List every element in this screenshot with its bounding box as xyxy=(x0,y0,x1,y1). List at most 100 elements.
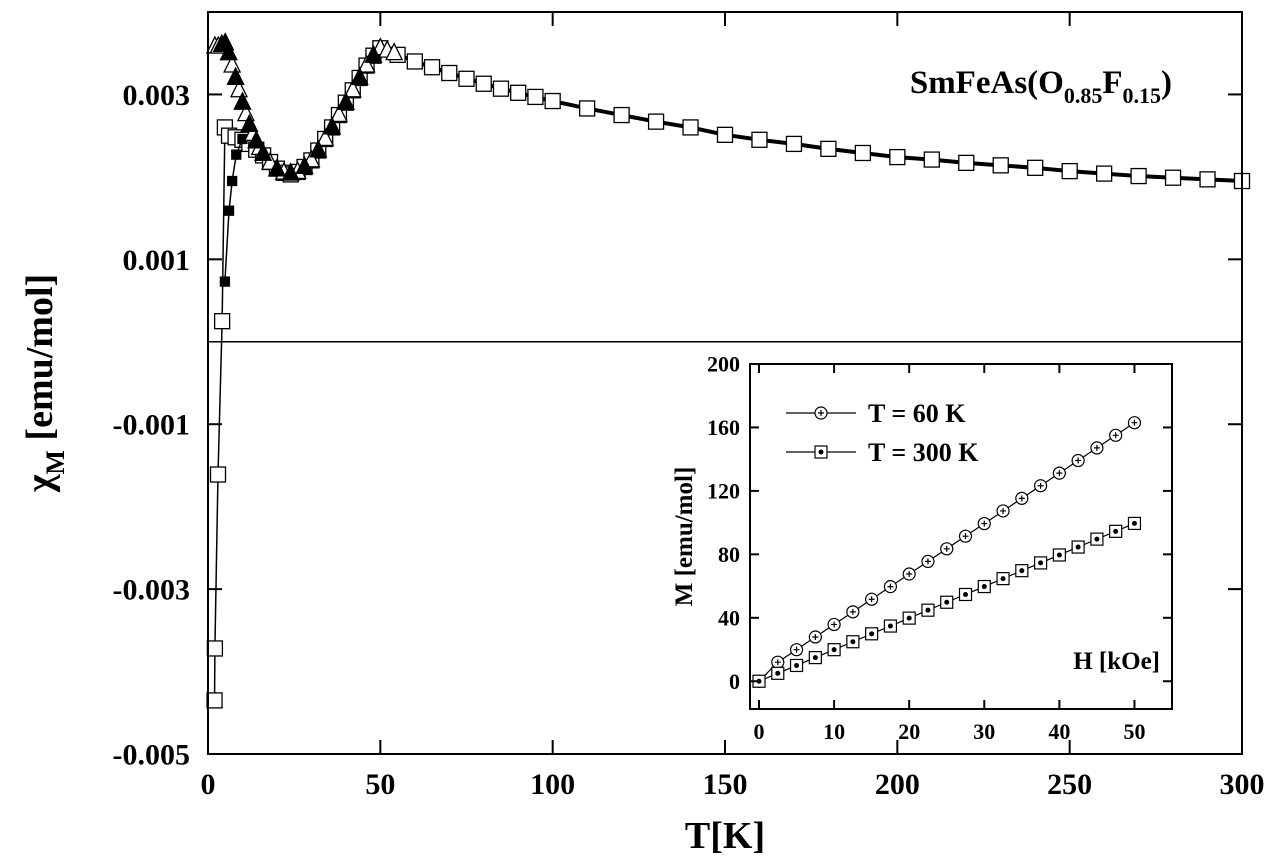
marker-shape xyxy=(357,54,376,73)
marker xyxy=(1199,171,1216,188)
x-tick-label: 50 xyxy=(365,768,395,801)
legend-label: T = 60 K xyxy=(868,399,966,428)
marker xyxy=(219,276,231,287)
marker xyxy=(406,53,423,70)
marker xyxy=(364,44,383,63)
marker-shape xyxy=(992,157,1009,174)
marker xyxy=(996,504,1010,518)
marker xyxy=(923,151,940,168)
marker xyxy=(789,643,804,657)
marker-shape xyxy=(1018,495,1025,502)
marker xyxy=(336,91,355,110)
legend-label: T = 300 K xyxy=(868,438,979,467)
marker-shape xyxy=(1000,507,1007,514)
marker-shape xyxy=(329,104,349,123)
marker xyxy=(206,640,224,657)
marker xyxy=(752,674,766,688)
x-axis-label: T[K] xyxy=(685,815,765,857)
marker xyxy=(1127,516,1142,531)
marker xyxy=(223,205,235,216)
y-label-part: [emu/mol] xyxy=(19,274,61,450)
marker xyxy=(458,70,475,87)
marker xyxy=(226,175,238,187)
marker xyxy=(267,158,286,177)
y-tick-label: 0.003 xyxy=(123,79,191,112)
marker-shape xyxy=(229,79,249,98)
x-tick-label: 10 xyxy=(823,719,845,744)
marker xyxy=(1015,564,1029,578)
annotation-subscript: 0.85 xyxy=(1064,83,1103,108)
marker-shape xyxy=(295,155,314,175)
marker xyxy=(233,91,252,110)
marker xyxy=(1164,169,1182,186)
marker-shape xyxy=(1056,470,1063,477)
annotation-part: SmFeAs(O xyxy=(910,65,1064,101)
marker-shape xyxy=(1164,169,1182,186)
marker-shape xyxy=(958,154,975,172)
marker xyxy=(865,627,879,641)
marker xyxy=(423,59,441,76)
marker-shape xyxy=(925,607,931,613)
marker-shape xyxy=(812,633,819,640)
marker-shape xyxy=(1038,560,1044,566)
marker-shape xyxy=(794,662,800,668)
marker-shape xyxy=(944,599,950,605)
y-tick-label: -0.001 xyxy=(113,409,191,442)
annotation-subscript: 0.15 xyxy=(1123,83,1162,108)
marker-shape xyxy=(818,410,824,416)
marker xyxy=(1015,491,1029,505)
marker xyxy=(475,75,492,92)
marker-shape xyxy=(578,100,596,117)
marker xyxy=(977,579,991,594)
marker-shape xyxy=(906,571,913,578)
marker-shape xyxy=(226,175,238,187)
marker xyxy=(492,80,510,97)
marker xyxy=(213,313,231,330)
marker xyxy=(751,131,768,148)
marker xyxy=(1071,540,1085,554)
marker xyxy=(883,619,898,633)
marker xyxy=(1127,416,1142,430)
marker-shape xyxy=(281,162,300,181)
y-tick-label: 160 xyxy=(707,415,740,440)
marker-shape xyxy=(458,70,475,87)
x-tick-label: 0 xyxy=(201,768,216,801)
marker xyxy=(814,406,828,420)
marker-shape xyxy=(343,79,362,98)
marker-shape xyxy=(213,313,231,330)
x-tick-label: 50 xyxy=(1123,719,1145,744)
marker xyxy=(1071,453,1085,468)
marker xyxy=(385,42,404,61)
marker xyxy=(323,116,342,135)
marker-shape xyxy=(1056,552,1062,558)
marker xyxy=(958,154,975,172)
marker xyxy=(958,529,973,543)
marker-shape xyxy=(385,42,404,61)
marker xyxy=(921,603,935,617)
marker-shape xyxy=(1131,520,1137,526)
marker-shape xyxy=(831,647,837,653)
marker xyxy=(716,126,734,143)
marker-shape xyxy=(812,655,818,661)
x-tick-label: 0 xyxy=(754,719,765,744)
marker xyxy=(902,567,916,581)
marker xyxy=(771,666,785,680)
marker-shape xyxy=(682,119,699,136)
y-tick-label: 0 xyxy=(729,669,740,694)
marker-shape xyxy=(831,621,838,628)
marker-shape xyxy=(1199,171,1216,188)
marker-shape xyxy=(316,127,335,147)
marker-shape xyxy=(981,520,988,527)
marker xyxy=(247,130,266,149)
marker-shape xyxy=(774,659,781,666)
marker-shape xyxy=(1000,576,1006,582)
marker-shape xyxy=(751,131,768,148)
marker-shape xyxy=(527,88,544,106)
marker-shape xyxy=(544,92,561,110)
x-tick-label: 250 xyxy=(1047,768,1092,801)
y-tick-label: -0.005 xyxy=(113,739,191,772)
marker xyxy=(1033,479,1048,493)
marker xyxy=(1109,524,1123,538)
marker xyxy=(889,148,906,166)
marker xyxy=(223,54,242,73)
